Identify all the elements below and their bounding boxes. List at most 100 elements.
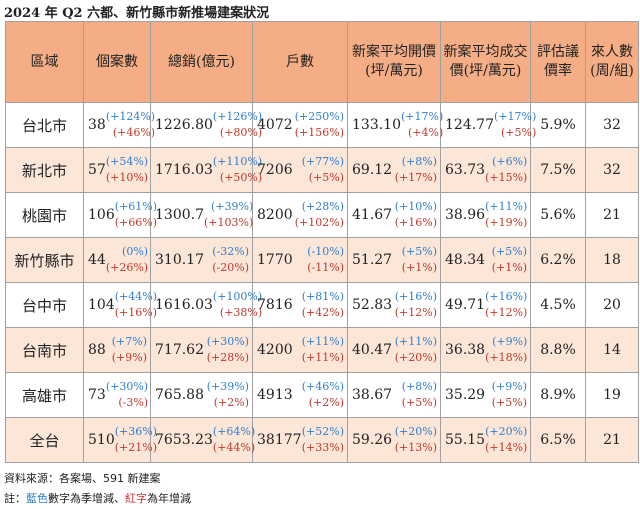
table-row: 台中市 104 (+44%) (+16%) 1616.03 (+100%) (+38%) 78…	[5, 282, 639, 328]
column-header: 總銷(億元)	[150, 21, 253, 103]
quarterly-change: (+124%)	[105, 110, 156, 123]
value-cell: 4913 (+46%) (+2%)	[252, 372, 348, 418]
cell-content: 717.62 (+30%) (+28%)	[151, 328, 252, 372]
value: 41.67	[352, 207, 393, 223]
quarterly-change: (+6%)	[492, 155, 528, 168]
changes: (+9%) (+18%)	[485, 334, 527, 366]
value-cell: 20	[585, 282, 639, 328]
value-cell: 106 (+61%) (+66%)	[83, 192, 157, 238]
cell-content: 133.10 (+17%) (+4%)	[348, 103, 443, 147]
column-header: 新案平均開價(坪/萬元)	[347, 21, 441, 103]
cell-content: 55.15 (+20%) (+14%)	[441, 418, 530, 462]
value: 1770	[257, 252, 293, 268]
cell-content: 38.96 (+11%) (+19%)	[441, 193, 530, 237]
table-row: 桃園市 106 (+61%) (+66%) 1300.7 (+39%) (+103%) 820…	[5, 192, 639, 238]
value-cell: 7816 (+81%) (+42%)	[252, 282, 348, 328]
changes: (-32%) (-20%)	[212, 244, 249, 276]
value: 124.77	[445, 117, 494, 133]
region: 高雄市	[5, 372, 84, 418]
quarterly-change: (+54%)	[105, 155, 149, 168]
changes: (+16%) (+12%)	[485, 289, 527, 321]
column-header: 評估議價率	[530, 21, 586, 103]
changes: (+8%) (+5%)	[402, 379, 437, 411]
value-cell: 8.8%	[530, 327, 586, 373]
cell-content: 310.17 (-32%) (-20%)	[151, 238, 252, 282]
yearly-change: (+11%)	[301, 351, 344, 364]
value-cell: 6.2%	[530, 237, 586, 283]
value-cell: 1616.03 (+100%) (+38%)	[150, 282, 262, 328]
quarterly-change: (+11%)	[394, 335, 437, 348]
changes: (+46%) (+2%)	[302, 379, 344, 411]
value: 8200	[257, 207, 293, 223]
changes: (+250%) (+156%)	[295, 109, 344, 141]
value: 38	[88, 117, 106, 133]
value-cell: 4072 (+250%) (+156%)	[252, 102, 348, 148]
region: 全台	[5, 417, 84, 463]
changes: (+16%) (+12%)	[395, 289, 437, 321]
value: 104	[88, 297, 115, 313]
changes: (+54%) (+10%)	[106, 154, 148, 186]
quarterly-change: (+46%)	[301, 380, 344, 393]
cell-content: 57 (+54%) (+10%)	[84, 148, 150, 192]
value-cell: 38.67 (+8%) (+5%)	[347, 372, 441, 418]
cell-content: 40.47 (+11%) (+20%)	[348, 328, 440, 372]
quarterly-change: (+39%)	[211, 200, 254, 213]
quarterly-change: (+5%)	[401, 245, 437, 258]
table-row: 新竹縣市 44 (0%) (+26%) 310.17 (-32%) (-20%) 1770 (-…	[5, 237, 639, 283]
yearly-change: (+46%)	[112, 126, 156, 139]
value: 1716.03	[155, 162, 213, 178]
cell-content: 104 (+44%) (+16%)	[84, 283, 157, 327]
yearly-change: (+5%)	[491, 396, 527, 409]
value-cell: 21	[585, 417, 639, 463]
column-header: 新案平均成交價(坪/萬元)	[440, 21, 531, 103]
changes: (+11%) (+19%)	[485, 199, 527, 231]
title: 2024 年 Q2 六都、新竹縣市新推場建案狀況	[4, 6, 270, 21]
table-row: 全台 510 (+36%) (+21%) 7653.23 (+64%) (+44%) 3817…	[5, 417, 639, 463]
table-row: 新北市 57 (+54%) (+10%) 1716.03 (+110%) (+50%) 720…	[5, 147, 639, 193]
quarterly-change: (+16%)	[394, 290, 437, 303]
changes: (+39%) (+2%)	[207, 379, 249, 411]
quarterly-change: (+44%)	[114, 290, 157, 303]
changes: (+17%) (+4%)	[401, 109, 443, 141]
value: 69.12	[352, 162, 393, 178]
region: 新北市	[5, 147, 84, 193]
cell-content: 1770 (-10%) (-11%)	[253, 238, 347, 282]
cell-content: 35.29 (+9%) (+5%)	[441, 373, 530, 417]
value: 7653.23	[155, 432, 213, 448]
yearly-change: (+66%)	[114, 216, 157, 229]
note-red: 紅字	[125, 492, 147, 505]
value: 38.96	[445, 207, 486, 223]
yearly-change: (-11%)	[307, 261, 344, 274]
changes: (+39%) (+103%)	[204, 199, 253, 231]
value-cell: 717.62 (+30%) (+28%)	[150, 327, 253, 373]
value: 38177	[257, 432, 302, 448]
value-cell: 55.15 (+20%) (+14%)	[440, 417, 531, 463]
value-cell: 4200 (+11%) (+11%)	[252, 327, 348, 373]
quarterly-change: (+64%)	[212, 425, 256, 438]
cell-content: 38.67 (+8%) (+5%)	[348, 373, 440, 417]
changes: (+11%) (+11%)	[302, 334, 344, 366]
value: 57	[88, 162, 106, 178]
yearly-change: (+33%)	[301, 441, 344, 454]
cell-content: 59.26 (+20%) (+13%)	[348, 418, 440, 462]
cell-content: 1226.80 (+126%) (+80%)	[151, 103, 262, 147]
cell-content: 73 (+30%) (-3%)	[84, 373, 150, 417]
value: 35.29	[445, 387, 486, 403]
value-cell: 49.71 (+16%) (+12%)	[440, 282, 531, 328]
yearly-change: (+28%)	[206, 351, 249, 364]
quarterly-change: (+20%)	[394, 425, 437, 438]
quarterly-change: (+5%)	[491, 245, 527, 258]
value: 310.17	[155, 252, 204, 268]
value-cell: 7.5%	[530, 147, 586, 193]
cell-content: 4913 (+46%) (+2%)	[253, 373, 347, 417]
value: 48.34	[445, 252, 486, 268]
changes: (+64%) (+44%)	[213, 424, 255, 456]
value: 765.88	[155, 387, 204, 403]
value-cell: 57 (+54%) (+10%)	[83, 147, 151, 193]
value-cell: 18	[585, 237, 639, 283]
yearly-change: (+38%)	[219, 306, 263, 319]
cell-content: 765.88 (+39%) (+2%)	[151, 373, 252, 417]
yearly-change: (+14%)	[485, 441, 528, 454]
value: 63.73	[445, 162, 486, 178]
quarterly-change: (+10%)	[394, 200, 437, 213]
